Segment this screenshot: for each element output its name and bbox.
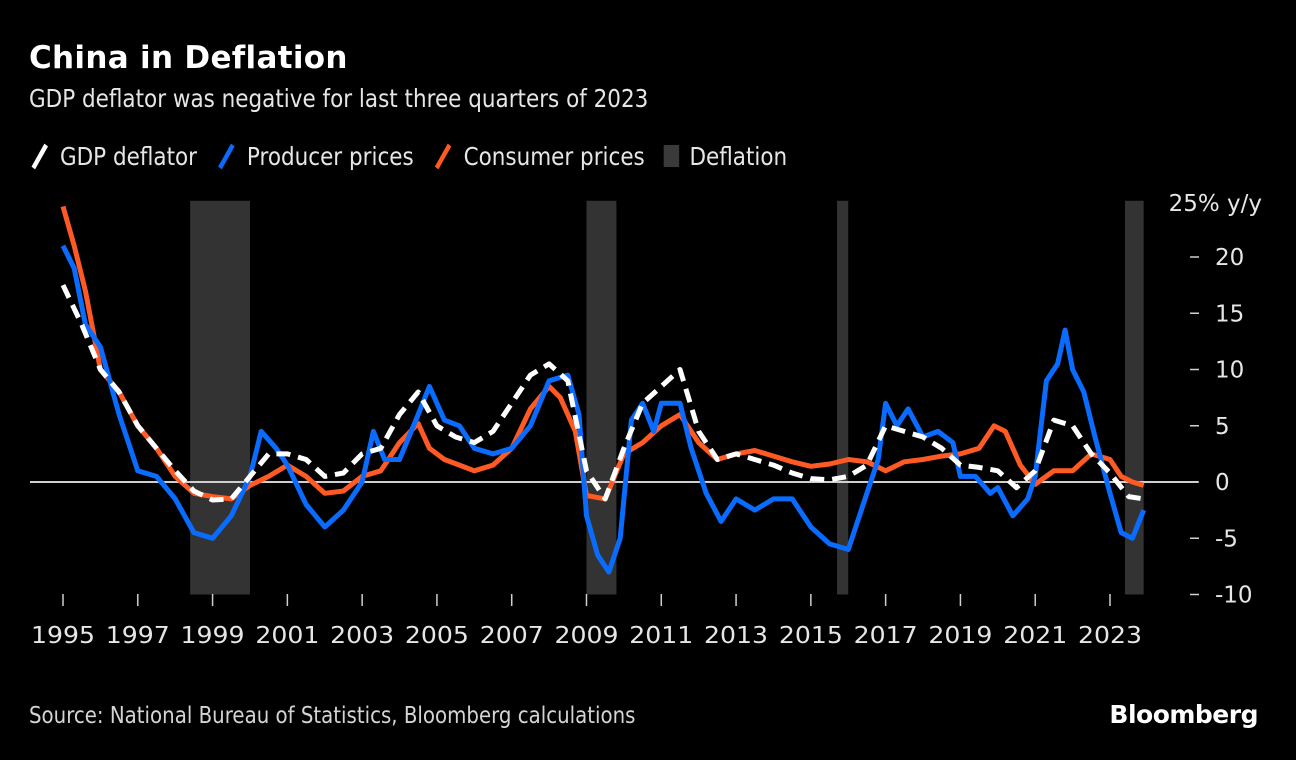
deflation-band xyxy=(837,200,849,595)
legend: GDP deflator Producer prices Consumer pr… xyxy=(29,141,806,171)
y-tick-label: 5 xyxy=(1215,414,1230,440)
y-tick-label: -5 xyxy=(1215,526,1238,552)
source-note: Source: National Bureau of Statistics, B… xyxy=(29,703,636,729)
legend-item-gdp-deflator: GDP deflator xyxy=(29,141,197,171)
x-tick-label: 2015 xyxy=(779,623,843,649)
x-tick-label: 2001 xyxy=(255,623,319,649)
y-tick-label: 10 xyxy=(1215,358,1244,384)
chart-title: China in Deflation xyxy=(29,40,348,76)
gray-box-swatch-icon xyxy=(663,145,680,167)
chart-subtitle: GDP deflator was negative for last three… xyxy=(29,84,649,113)
y-tick-label: 15 xyxy=(1215,301,1244,327)
x-tick-label: 2007 xyxy=(480,623,544,649)
x-tick-label: 2013 xyxy=(704,623,768,649)
series-line-gdp-deflator xyxy=(60,284,1145,503)
bloomberg-logo: Bloomberg xyxy=(1109,700,1258,729)
x-tick-label: 2019 xyxy=(928,623,992,649)
legend-label: Consumer prices xyxy=(463,141,645,171)
x-tick-label: 1995 xyxy=(31,623,95,649)
y-tick-label: -10 xyxy=(1215,583,1253,609)
legend-item-consumer-prices: Consumer prices xyxy=(433,141,645,171)
y-tick-label: 0 xyxy=(1215,470,1230,496)
x-tick-label: 2017 xyxy=(854,623,918,649)
y-axis-unit-label: 25% y/y xyxy=(1169,191,1262,217)
legend-item-producer-prices: Producer prices xyxy=(216,141,414,171)
orange-line-swatch-icon xyxy=(435,143,452,170)
x-tick-label: 2021 xyxy=(1003,623,1067,649)
x-tick-label: 2009 xyxy=(555,623,619,649)
x-tick-label: 2003 xyxy=(330,623,394,649)
y-tick-label: 20 xyxy=(1215,245,1244,271)
blue-line-swatch-icon xyxy=(218,143,235,170)
legend-item-deflation: Deflation xyxy=(663,141,788,171)
legend-label: Deflation xyxy=(689,141,788,171)
series-line-producer-prices xyxy=(60,244,1147,575)
x-tick-label: 1999 xyxy=(181,623,245,649)
legend-label: Producer prices xyxy=(246,141,414,171)
x-tick-label: 2023 xyxy=(1078,623,1142,649)
white-dashed-line-swatch-icon xyxy=(31,143,49,170)
legend-label: GDP deflator xyxy=(59,141,197,171)
x-tick-label: 2011 xyxy=(629,623,693,649)
x-tick-label: 2005 xyxy=(405,623,469,649)
x-tick-label: 1997 xyxy=(106,623,170,649)
